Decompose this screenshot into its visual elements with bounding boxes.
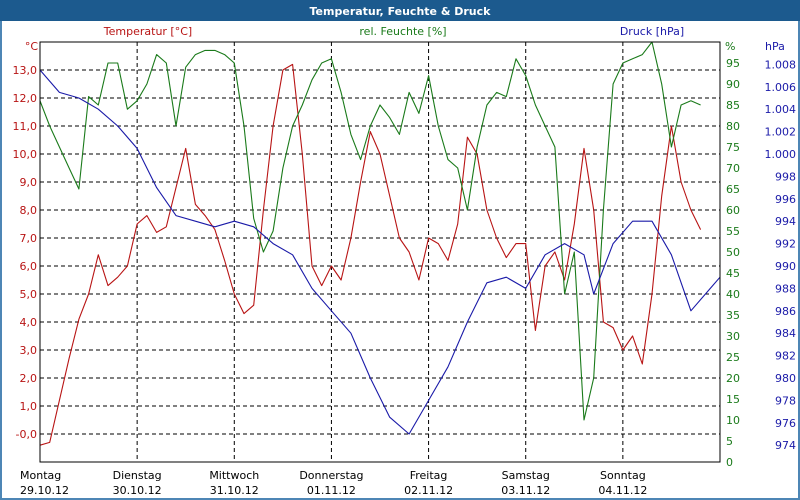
temperature-tick-label: 7,0 — [20, 232, 38, 245]
pressure-tick-label: 1.006 — [765, 81, 797, 94]
temperature-tick-label: 1,0 — [20, 400, 38, 413]
temperature-tick-label: 5,0 — [20, 288, 38, 301]
humidity-tick-label: 85 — [726, 99, 740, 112]
temperature-tick-label: 8,0 — [20, 204, 38, 217]
humidity-axis-title: rel. Feuchte [%] — [359, 25, 446, 38]
temperature-line — [39, 63, 702, 446]
series — [39, 41, 721, 446]
temperature-tick-label: 11,0 — [13, 120, 38, 133]
x-day-label: Donnerstag — [299, 469, 363, 482]
temperature-tick-label: 10,0 — [13, 148, 38, 161]
pressure-tick-label: 976 — [775, 417, 796, 430]
humidity-line — [39, 41, 701, 421]
humidity-tick-label: 5 — [726, 435, 733, 448]
temperature-tick-label: 4,0 — [20, 316, 38, 329]
pressure-tick-label: 974 — [775, 439, 796, 452]
plot-frame — [39, 41, 721, 463]
x-date-label: 03.11.12 — [501, 484, 550, 497]
temperature-tick-label: 9,0 — [20, 176, 38, 189]
pressure-tick-label: 984 — [775, 327, 796, 340]
humidity-tick-label: 10 — [726, 414, 740, 427]
temperature-tick-label: 6,0 — [20, 260, 38, 273]
humidity-tick-label: 60 — [726, 204, 740, 217]
humidity-tick-label: 40 — [726, 288, 740, 301]
temperature-tick-label: -0,0 — [16, 428, 37, 441]
pressure-tick-label: 1.000 — [765, 148, 797, 161]
x-day-label: Mittwoch — [209, 469, 259, 482]
pressure-tick-label: 1.002 — [765, 126, 797, 139]
pressure-tick-label: 998 — [775, 170, 796, 183]
humidity-unit: % — [725, 40, 735, 53]
pressure-tick-label: 1.004 — [765, 103, 797, 116]
x-date-label: 01.11.12 — [307, 484, 356, 497]
humidity-tick-label: 0 — [726, 456, 733, 469]
humidity-tick-label: 75 — [726, 141, 740, 154]
x-day-label: Freitag — [410, 469, 448, 482]
pressure-tick-label: 1.008 — [765, 58, 797, 71]
pressure-tick-label: 980 — [775, 372, 796, 385]
pressure-tick-label: 988 — [775, 282, 796, 295]
pressure-tick-label: 982 — [775, 350, 796, 363]
humidity-tick-label: 30 — [726, 330, 740, 343]
humidity-tick-label: 80 — [726, 120, 740, 133]
pressure-tick-label: 996 — [775, 193, 796, 206]
window-frame-right — [798, 21, 800, 500]
humidity-tick-label: 90 — [726, 78, 740, 91]
window-frame-left — [0, 21, 2, 500]
pressure-tick-label: 986 — [775, 305, 796, 318]
humidity-tick-label: 55 — [726, 225, 740, 238]
pressure-tick-label: 978 — [775, 394, 796, 407]
temperature-tick-label: 12,0 — [13, 92, 38, 105]
humidity-tick-label: 70 — [726, 162, 740, 175]
humidity-tick-label: 25 — [726, 351, 740, 364]
pressure-tick-label: 992 — [775, 238, 796, 251]
x-date-label: 04.11.12 — [598, 484, 647, 497]
humidity-tick-label: 50 — [726, 246, 740, 259]
temperature-unit: °C — [25, 40, 39, 53]
x-day-label: Dienstag — [113, 469, 162, 482]
pressure-line — [39, 69, 721, 435]
x-day-label: Samstag — [502, 469, 550, 482]
humidity-tick-label: 95 — [726, 57, 740, 70]
title-bar — [0, 0, 800, 21]
x-date-label: 30.10.12 — [113, 484, 162, 497]
window-frame-bottom — [0, 498, 800, 500]
tick-labels: 13,0 12,0 11,0 10,0 9,0 8,0 7,0 6,0 5,0 4,0 3,0 2,0… — [13, 57, 797, 497]
pressure-tick-label: 990 — [775, 260, 796, 273]
humidity-tick-label: 45 — [726, 267, 740, 280]
x-date-label: 02.11.12 — [404, 484, 453, 497]
temperature-axis-title: Temperatur [°C] — [103, 25, 192, 38]
temperature-tick-label: 2,0 — [20, 372, 38, 385]
x-day-label: Montag — [20, 469, 61, 482]
pressure-tick-label: 994 — [775, 215, 796, 228]
temperature-tick-label: 13,0 — [13, 64, 38, 77]
grid — [40, 42, 720, 462]
temperature-tick-label: 3,0 — [20, 344, 38, 357]
pressure-unit: hPa — [765, 40, 785, 53]
humidity-tick-label: 65 — [726, 183, 740, 196]
humidity-tick-label: 20 — [726, 372, 740, 385]
humidity-tick-label: 15 — [726, 393, 740, 406]
pressure-axis-title: Druck [hPa] — [620, 25, 684, 38]
x-date-label: 29.10.12 — [20, 484, 69, 497]
x-day-label: Sonntag — [600, 469, 646, 482]
chart-title: Temperatur, Feuchte & Druck — [310, 5, 492, 18]
humidity-tick-label: 35 — [726, 309, 740, 322]
x-date-label: 31.10.12 — [210, 484, 259, 497]
